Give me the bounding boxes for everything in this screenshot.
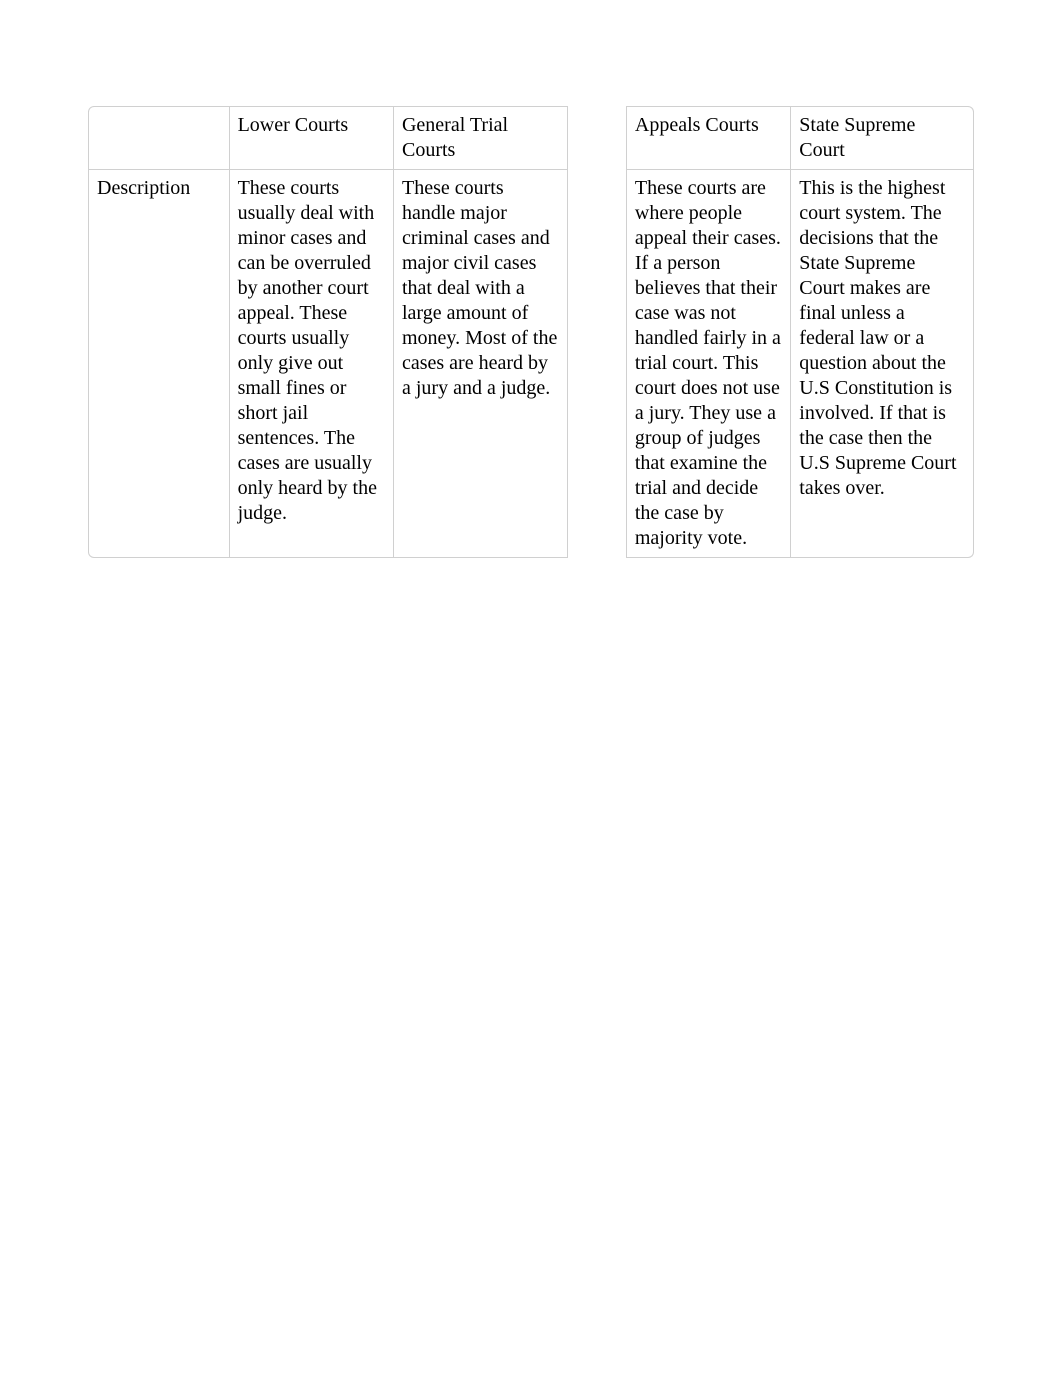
- row-label-description: Description: [88, 170, 230, 558]
- cell-general-trial-courts-description: These courts handle major criminal cases…: [394, 170, 568, 558]
- header-appeals-courts: Appeals Courts: [627, 106, 791, 170]
- cell-state-supreme-court-description: This is the highest court system. The de…: [791, 170, 974, 558]
- header-state-supreme-court: State Supreme Court: [791, 106, 974, 170]
- cell-lower-courts-description: These courts usually deal with minor cas…: [230, 170, 394, 558]
- table: Lower Courts General Trial Courts Appeal…: [88, 106, 974, 558]
- header-row: Lower Courts General Trial Courts Appeal…: [88, 106, 974, 170]
- courts-table: Lower Courts General Trial Courts Appeal…: [88, 106, 974, 558]
- header-general-trial-courts: General Trial Courts: [394, 106, 568, 170]
- cell-appeals-courts-description: These courts are where people appeal the…: [627, 170, 791, 558]
- header-blank: [88, 106, 230, 170]
- cell-spacer: [568, 170, 627, 558]
- description-row: Description These courts usually deal wi…: [88, 170, 974, 558]
- header-lower-courts: Lower Courts: [230, 106, 394, 170]
- header-spacer: [568, 106, 627, 170]
